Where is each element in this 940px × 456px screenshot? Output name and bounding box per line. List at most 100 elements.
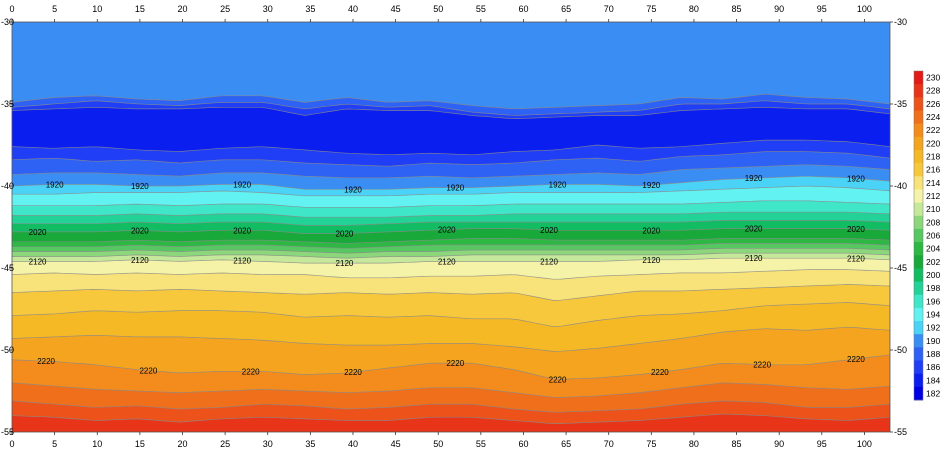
x-tick-label-bottom: 95 (817, 439, 827, 449)
colorbar-swatch-1940 (914, 307, 923, 322)
contour-label-2220: 2220 (847, 355, 865, 364)
contour-label-2020: 2020 (642, 226, 660, 235)
contour-label-2120: 2120 (438, 257, 456, 266)
y-tick-label-right: -50 (894, 345, 907, 355)
colorbar-label: 2160 (926, 165, 940, 175)
y-tick-label-left: -30 (1, 17, 14, 27)
contour-label-2120: 2120 (745, 254, 763, 263)
colorbar-swatch-2160 (914, 163, 923, 177)
colorbar-swatch-2000 (914, 268, 923, 282)
x-tick-label-top: 40 (348, 4, 358, 14)
contour-line-15 (12, 247, 890, 254)
x-tick-label-bottom: 40 (348, 439, 358, 449)
contour-lines (12, 93, 890, 424)
colorbar-label: 1920 (926, 323, 940, 333)
y-tick-label-right: -30 (894, 17, 907, 27)
x-tick-label-bottom: 15 (135, 439, 145, 449)
contour-label-2020: 2020 (336, 230, 354, 239)
x-tick-label-top: 20 (177, 4, 187, 14)
x-tick-label-top: 95 (817, 4, 827, 14)
x-tick-label-bottom: 85 (732, 439, 742, 449)
x-axis-bottom: 0 5 10 15 20 25 30 35 40 45 50 55 60 65 70 75 80 85 90 95 10… (9, 432, 872, 449)
contour-label-2120: 2120 (131, 256, 149, 265)
contour-label-2120: 2120 (540, 257, 558, 266)
contour-line-16 (12, 252, 890, 259)
contour-line-4 (12, 139, 890, 156)
x-tick-label-top: 45 (391, 4, 401, 14)
x-tick-label-bottom: 70 (604, 439, 614, 449)
x-tick-label-top: 75 (646, 4, 656, 14)
contour-label-2120: 2120 (233, 257, 251, 266)
contour-line-13 (12, 238, 890, 244)
x-tick-label-bottom: 55 (476, 439, 486, 449)
colorbar-label: 2140 (926, 178, 940, 188)
contour-label-2120: 2120 (29, 257, 47, 266)
x-tick-label-top: 35 (305, 4, 315, 14)
contour-label-2220: 2220 (242, 367, 260, 376)
contour-label-2020: 2020 (847, 225, 865, 234)
colorbar-swatch-2120 (914, 189, 923, 203)
contour-label-1920: 1920 (549, 180, 567, 189)
x-tick-label-top: 0 (9, 4, 14, 14)
x-tick-label-bottom: 0 (9, 439, 14, 449)
contour-line-9 (12, 200, 890, 208)
x-tick-label-top: 10 (92, 4, 102, 14)
x-tick-label-bottom: 90 (774, 439, 784, 449)
colorbar-label: 2020 (926, 257, 940, 267)
x-tick-label-top: 50 (433, 4, 443, 14)
contour-label-1920: 1920 (131, 182, 149, 191)
y-tick-label-right: -45 (894, 263, 907, 273)
colorbar-swatch-1840 (914, 373, 923, 388)
contour-line-14 (12, 243, 890, 249)
contour-label-2020: 2020 (233, 226, 251, 235)
colorbar-label: 2080 (926, 217, 940, 227)
x-tick-label-top: 5 (52, 4, 57, 14)
colorbar-frame (913, 70, 924, 401)
contour-line-19 (12, 284, 890, 301)
colorbar-label: 1880 (926, 349, 940, 359)
y-tick-label-left: -50 (1, 345, 14, 355)
y-tick-label-right: -55 (894, 427, 907, 437)
colorbar-swatch-2040 (914, 242, 923, 256)
x-tick-label-bottom: 50 (433, 439, 443, 449)
x-axis-top: 0 5 10 15 20 25 30 35 40 45 50 55 60 65 70 75 80 85 90 95 10… (9, 4, 872, 22)
contour-label-2120: 2120 (847, 254, 865, 263)
x-tick-label-bottom: 100 (857, 439, 872, 449)
contour-line-20 (12, 302, 890, 327)
colorbar-label: 2060 (926, 231, 940, 241)
x-tick-label-bottom: 10 (92, 439, 102, 449)
x-tick-label-bottom: 65 (561, 439, 571, 449)
contour-label-2220: 2220 (753, 361, 771, 370)
contour-label-2120: 2120 (336, 259, 354, 268)
colorbar-label: 1900 (926, 336, 940, 346)
contour-line-23 (12, 382, 890, 398)
plot-frame (11, 21, 891, 433)
colorbar-label: 1960 (926, 296, 940, 306)
colorbar-label: 2040 (926, 244, 940, 254)
colorbar-label: 1980 (926, 283, 940, 293)
contour-line-11 (12, 220, 890, 226)
x-tick-label-top: 65 (561, 4, 571, 14)
x-tick-label-bottom: 80 (689, 439, 699, 449)
contour-labels: 1920 1920 1920 1920 1920 1920 1920 1920 1920 2020… (29, 174, 866, 384)
x-tick-label-bottom: 30 (263, 439, 273, 449)
contour-line-7 (12, 175, 890, 190)
contour-line-21 (12, 326, 890, 352)
colorbar-label: 1840 (926, 375, 940, 385)
colorbar-label: 2280 (926, 86, 940, 96)
contour-line-5 (12, 151, 890, 167)
contour-line-6 (12, 164, 890, 179)
contour-line-25 (12, 413, 890, 424)
contour-line-24 (12, 400, 890, 413)
colorbar-label: 2120 (926, 191, 940, 201)
colorbar-swatch-2180 (914, 149, 923, 164)
colorbar-label: 2220 (926, 125, 940, 135)
colorbar-swatch-2300 (914, 71, 923, 85)
x-tick-label-bottom: 60 (518, 439, 528, 449)
contour-label-2220: 2220 (139, 367, 157, 376)
x-tick-label-top: 55 (476, 4, 486, 14)
contour-label-2220: 2220 (344, 368, 362, 377)
colorbar-label: 2260 (926, 99, 940, 109)
x-tick-label-bottom: 45 (391, 439, 401, 449)
